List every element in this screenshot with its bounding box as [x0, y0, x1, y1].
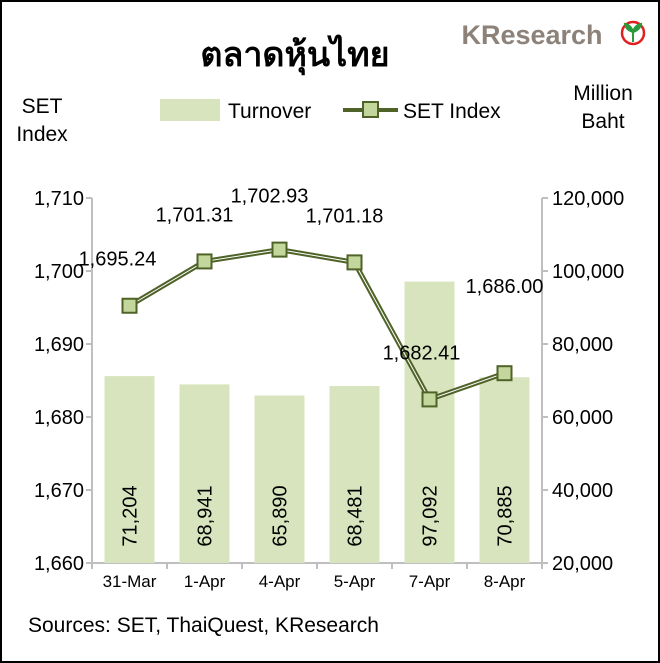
- left-axis-title: SET Index: [16, 95, 68, 146]
- left-tick-label: 1,710: [34, 188, 84, 210]
- left-axis-title-line2: Index: [16, 123, 68, 146]
- x-tick-label: 1-Apr: [184, 572, 226, 591]
- set-index-marker: [196, 253, 213, 270]
- x-tick-label: 8-Apr: [484, 572, 526, 591]
- right-tick-label: 60,000: [552, 407, 613, 429]
- set-index-data-label: 1,682.41: [383, 342, 461, 364]
- legend-set-index-label: SET Index: [403, 100, 501, 123]
- right-axis-title: Million Baht: [573, 82, 633, 133]
- x-tick-label: 31-Mar: [103, 572, 157, 591]
- turnover-bar: [179, 384, 230, 563]
- turnover-bar-label: 65,890: [270, 485, 292, 546]
- x-tick-label: 5-Apr: [334, 572, 376, 591]
- left-tick-label: 1,660: [34, 553, 84, 575]
- legend: Turnover SET Index: [160, 99, 501, 123]
- left-tick-label: 1,670: [34, 480, 84, 502]
- turnover-bar: [479, 377, 530, 563]
- legend-turnover-swatch: [160, 99, 220, 121]
- chart-title: ตลาดหุ้นไทย: [200, 34, 389, 76]
- right-tick-label: 120,000: [552, 188, 624, 210]
- x-tick-label: 7-Apr: [409, 572, 451, 591]
- set-index-data-label: 1,686.00: [466, 276, 544, 298]
- legend-set-index-marker: [362, 101, 379, 118]
- set-index-line-highlight: [129, 249, 505, 401]
- right-axis-title-line1: Million: [573, 82, 633, 105]
- set-index-data-label: 1,701.31: [156, 204, 234, 226]
- set-index-marker: [421, 391, 438, 408]
- right-axis-title-line2: Baht: [581, 110, 624, 133]
- right-tick-label: 40,000: [552, 480, 613, 502]
- set-index-data-label: 1,701.18: [306, 205, 384, 227]
- right-tick-label: 80,000: [552, 334, 613, 356]
- set-index-data-label: 1,695.24: [79, 249, 157, 271]
- set-index-data-label: 1,702.93: [231, 186, 309, 208]
- left-tick-label: 1,680: [34, 407, 84, 429]
- left-axis-title-line1: SET: [22, 95, 63, 118]
- set-index-marker: [496, 365, 513, 382]
- turnover-bar-label: 68,481: [345, 485, 367, 546]
- turnover-bar: [329, 386, 380, 563]
- turnover-bar-label: 97,092: [420, 485, 442, 546]
- turnover-bar-label: 70,885: [495, 485, 517, 546]
- turnover-bar: [104, 376, 155, 563]
- turnover-bar-label: 68,941: [195, 485, 217, 546]
- right-tick-label: 100,000: [552, 261, 624, 283]
- x-tick-label: 4-Apr: [259, 572, 301, 591]
- set-index-marker: [271, 241, 288, 258]
- logo-text: KResearch: [461, 20, 602, 50]
- turnover-bar: [404, 281, 455, 563]
- left-tick-label: 1,700: [34, 261, 84, 283]
- set-index-marker: [346, 254, 363, 271]
- source-note: Sources: SET, ThaiQuest, KResearch: [28, 614, 379, 637]
- set-index-marker: [121, 297, 138, 314]
- kresearch-logo: KResearch: [461, 20, 646, 50]
- legend-turnover-label: Turnover: [228, 100, 311, 123]
- turnover-bar-label: 71,204: [120, 485, 142, 546]
- turnover-bar: [254, 395, 305, 563]
- right-tick-label: 20,000: [552, 553, 613, 575]
- left-tick-label: 1,690: [34, 334, 84, 356]
